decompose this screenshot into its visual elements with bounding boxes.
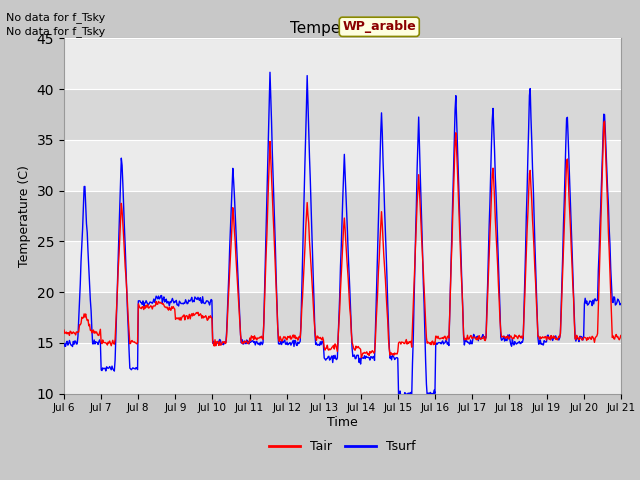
Legend: Tair, Tsurf: Tair, Tsurf bbox=[264, 435, 420, 458]
Title: Temperatures: Temperatures bbox=[290, 21, 395, 36]
Bar bbox=[64, 292, 621, 343]
Bar bbox=[64, 343, 621, 394]
Bar bbox=[64, 241, 621, 292]
Text: No data for f_Tsky: No data for f_Tsky bbox=[6, 12, 106, 23]
Text: WP_arable: WP_arable bbox=[342, 20, 416, 33]
Text: No data for f_Tsky: No data for f_Tsky bbox=[6, 26, 106, 37]
Y-axis label: Temperature (C): Temperature (C) bbox=[18, 165, 31, 267]
Bar bbox=[64, 191, 621, 241]
Bar bbox=[64, 140, 621, 191]
X-axis label: Time: Time bbox=[327, 416, 358, 429]
Bar bbox=[64, 38, 621, 89]
Bar bbox=[64, 89, 621, 140]
